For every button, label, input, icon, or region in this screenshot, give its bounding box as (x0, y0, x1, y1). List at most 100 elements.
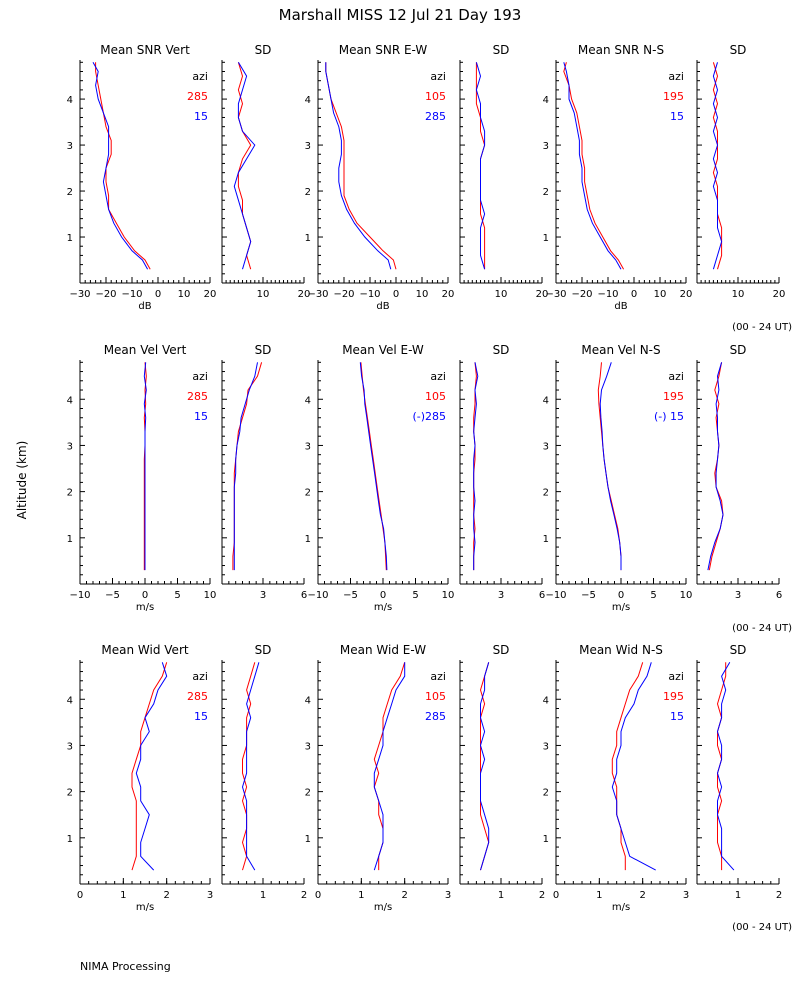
legend-header: azi (668, 370, 684, 383)
panel-title: SD (730, 343, 747, 357)
panel-title: SD (255, 643, 272, 657)
y-tick-label: 2 (67, 187, 73, 198)
series-line-second (716, 662, 735, 871)
x-axis-label: m/s (612, 902, 630, 913)
panel-2-1: SD 1 2 (221, 643, 307, 901)
x-tick-label: 2 (163, 890, 169, 901)
legend-second-azimuth: (-)285 (412, 410, 446, 423)
x-tick-label: 10 (204, 590, 217, 601)
x-tick-label: 6 (539, 590, 545, 601)
y-tick-label: 1 (67, 534, 73, 545)
x-tick-label: 0 (618, 590, 624, 601)
panel-0-4: Mean SNR N-S 1 2 3 4 −30 −20 −10 0 10 20 dB azi 195 15 (543, 43, 693, 312)
panel-1-2: Mean Vel E-W 1 2 3 4 −10 −5 0 5 10 m/s azi 105 (-)285 (305, 343, 455, 613)
panel-1-4: Mean Vel N-S 1 2 3 4 −10 −5 0 5 10 m/s azi 195 (-) 15 (543, 343, 693, 613)
x-tick-label: −10 (597, 289, 618, 300)
x-axis-label: m/s (374, 902, 392, 913)
series-line-second (475, 62, 486, 270)
series-line-second (473, 362, 479, 571)
y-tick-label: 3 (305, 141, 311, 152)
x-axis-label: m/s (374, 602, 392, 613)
panel-title: Mean Vel E-W (342, 343, 424, 357)
panel-title: Mean Vel N-S (581, 343, 660, 357)
x-tick-label: −5 (343, 590, 358, 601)
y-tick-label: 1 (305, 534, 311, 545)
x-axis-label: m/s (136, 602, 154, 613)
y-tick-label: 4 (305, 95, 311, 106)
y-tick-label: 4 (543, 95, 549, 106)
panel-2-0: Mean Wid Vert 1 2 3 4 0 1 2 3 m/s azi 285 15 (67, 643, 214, 913)
x-tick-label: 1 (358, 890, 364, 901)
series-line-first (241, 662, 256, 871)
y-tick-label: 2 (543, 788, 549, 799)
panel-title: SD (493, 643, 510, 657)
legend-second-azimuth: 285 (425, 110, 446, 123)
legend-first-azimuth: 105 (425, 390, 446, 403)
series-line-second (611, 662, 656, 871)
panel-1-3: SD 3 6 (459, 343, 545, 601)
series-line-second (599, 362, 622, 571)
x-tick-label: 3 (207, 890, 213, 901)
x-tick-label: −5 (105, 590, 120, 601)
x-tick-label: 3 (735, 590, 741, 601)
x-tick-label: 1 (735, 890, 741, 901)
y-tick-label: 1 (67, 233, 73, 244)
x-tick-label: 0 (315, 890, 321, 901)
x-tick-label: 5 (650, 590, 656, 601)
legend-second-azimuth: (-) 15 (654, 410, 684, 423)
legend-header: azi (668, 670, 684, 683)
series-line-first (563, 62, 625, 270)
legend-first-azimuth: 105 (425, 90, 446, 103)
y-tick-label: 3 (543, 441, 549, 452)
footer-processing-note: NIMA Processing (80, 960, 171, 973)
x-tick-label: −10 (359, 289, 380, 300)
panel-title: Mean SNR E-W (339, 43, 428, 57)
y-tick-label: 2 (305, 488, 311, 499)
series-line-first (479, 662, 490, 871)
series-line-second (479, 662, 490, 871)
x-tick-label: −20 (571, 289, 592, 300)
panel-title: SD (493, 343, 510, 357)
x-tick-label: 20 (536, 289, 549, 300)
legend-first-azimuth: 285 (187, 90, 208, 103)
panel-title: Mean Wid N-S (579, 643, 663, 657)
series-line-second (325, 62, 392, 270)
y-tick-label: 4 (543, 395, 549, 406)
y-tick-label: 2 (67, 488, 73, 499)
series-line-first (597, 362, 622, 571)
x-tick-label: 2 (639, 890, 645, 901)
legend-first-azimuth: 195 (663, 390, 684, 403)
series-line-first (237, 62, 252, 270)
y-tick-label: 3 (67, 741, 73, 752)
x-tick-label: 5 (412, 590, 418, 601)
series-line-second (92, 62, 149, 270)
panel-2-3: SD 1 2 (459, 643, 545, 901)
panel-0-0: Mean SNR Vert 1 2 3 4 −30 −20 −10 0 10 20 dB azi 285 1… (67, 43, 217, 312)
x-tick-label: 0 (393, 289, 399, 300)
x-tick-label: 20 (773, 289, 786, 300)
y-tick-label: 1 (543, 534, 549, 545)
x-tick-label: 10 (732, 289, 745, 300)
y-tick-label: 1 (305, 233, 311, 244)
legend-first-azimuth: 105 (425, 690, 446, 703)
x-axis-label: dB (138, 301, 151, 312)
x-tick-label: 3 (260, 590, 266, 601)
x-tick-label: −30 (69, 289, 90, 300)
series-line-first (325, 62, 397, 270)
y-tick-label: 3 (543, 741, 549, 752)
x-tick-label: 0 (553, 890, 559, 901)
x-tick-label: 0 (631, 289, 637, 300)
legend-first-azimuth: 195 (663, 690, 684, 703)
panel-1-1: SD 3 6 (221, 343, 307, 601)
series-line-second (712, 62, 723, 270)
x-tick-label: 0 (77, 890, 83, 901)
x-tick-label: 10 (178, 289, 191, 300)
series-line-second (563, 62, 622, 270)
legend-second-azimuth: 285 (425, 710, 446, 723)
series-line-first (131, 662, 168, 871)
y-tick-label: 2 (305, 788, 311, 799)
panel-0-2: Mean SNR E-W 1 2 3 4 −30 −20 −10 0 10 20 dB azi 105 28… (305, 43, 455, 312)
legend-header: azi (192, 670, 208, 683)
legend-header: azi (430, 370, 446, 383)
